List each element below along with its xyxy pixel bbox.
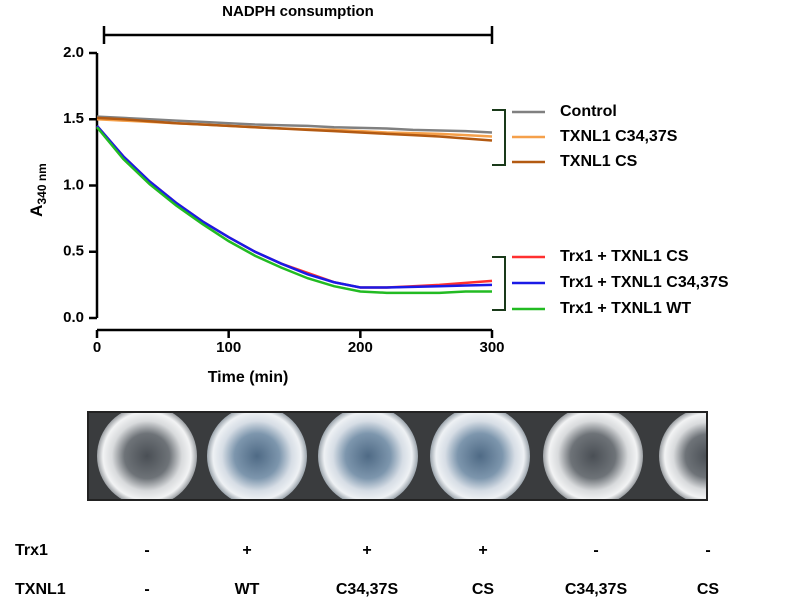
well-label: CS	[472, 581, 495, 598]
x-tick-label: 200	[348, 339, 373, 356]
series-line	[96, 125, 493, 289]
x-tick-label: 100	[216, 339, 241, 356]
y-tick-label: 2.0	[63, 44, 84, 61]
y-axis-label-sub: 340 nm	[35, 163, 49, 204]
series-line	[96, 126, 492, 295]
legend-label: Trx1 + TXNL1 WT	[560, 300, 691, 317]
x-tick-label: 0	[93, 339, 101, 356]
well-label: +	[362, 542, 371, 559]
well-label: -	[593, 542, 598, 559]
well-photo	[87, 405, 790, 508]
annotation: NADPH consumption	[222, 3, 374, 20]
x-axis-label: Time (min)	[208, 369, 289, 386]
y-tick-label: 1.5	[63, 110, 84, 127]
y-tick-label: 0.5	[63, 243, 84, 260]
well-label: -	[705, 542, 710, 559]
y-tick-label: 0.0	[63, 309, 84, 326]
legend-label: Trx1 + TXNL1 CS	[560, 248, 689, 265]
y-axis-label: A340 nm	[27, 163, 49, 217]
well-label: C34,37S	[336, 581, 399, 598]
well-label: -	[144, 542, 149, 559]
well-label: WT	[235, 581, 260, 598]
y-axis-label-main: A	[27, 205, 46, 217]
well-label: CS	[697, 581, 720, 598]
x-tick-label: 300	[479, 339, 504, 356]
series-line	[96, 125, 493, 289]
well-label: C34,37S	[565, 581, 628, 598]
legend-label: Control	[560, 103, 617, 120]
row-label: TXNL1	[15, 581, 66, 598]
well-label: +	[478, 542, 487, 559]
legend-label: TXNL1 C34,37S	[560, 128, 678, 145]
series-line	[96, 116, 493, 142]
legend-label: Trx1 + TXNL1 C34,37S	[560, 274, 729, 291]
row-label: Trx1	[15, 542, 48, 559]
well-label: +	[242, 542, 251, 559]
legend-label: TXNL1 CS	[560, 153, 638, 170]
well-label: -	[144, 581, 149, 598]
series-line	[96, 115, 493, 134]
y-tick-label: 1.0	[63, 176, 84, 193]
annotation-bracket	[102, 26, 494, 44]
legend-bracket	[492, 109, 506, 311]
